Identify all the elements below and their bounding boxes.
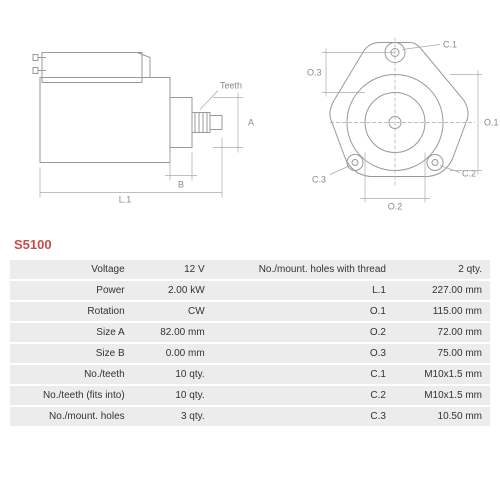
spec-value-right: M10x1.5 mm: [394, 385, 490, 406]
spec-label-left: Size B: [10, 343, 133, 364]
spec-label-left: Rotation: [10, 301, 133, 322]
spec-row: RotationCWO.1115.00 mm: [10, 301, 490, 322]
spec-table: Voltage12 VNo./mount. holes with thread2…: [10, 260, 490, 428]
spec-value-right: M10x1.5 mm: [394, 364, 490, 385]
label-O3: O.3: [307, 68, 322, 78]
spec-label-right: C.1: [213, 364, 394, 385]
label-A: A: [248, 118, 254, 128]
spec-label-left: Power: [10, 280, 133, 301]
spec-value-right: 72.00 mm: [394, 322, 490, 343]
spec-value-left: 10 qty.: [133, 364, 213, 385]
spec-row: Voltage12 VNo./mount. holes with thread2…: [10, 260, 490, 280]
technical-drawing: L.1 B A Teeth: [0, 0, 500, 260]
spec-label-left: No./teeth (fits into): [10, 385, 133, 406]
spec-value-right: 75.00 mm: [394, 343, 490, 364]
spec-value-left: 82.00 mm: [133, 322, 213, 343]
spec-label-left: Voltage: [10, 260, 133, 280]
spec-row: Size B0.00 mmO.375.00 mm: [10, 343, 490, 364]
diagram-area: L.1 B A Teeth: [0, 0, 500, 260]
spec-value-left: 0.00 mm: [133, 343, 213, 364]
label-teeth: Teeth: [220, 81, 242, 91]
spec-value-left: CW: [133, 301, 213, 322]
spec-label-right: O.1: [213, 301, 394, 322]
spec-label-right: C.2: [213, 385, 394, 406]
label-O2: O.2: [388, 202, 403, 212]
spec-row: No./mount. holes3 qty.C.310.50 mm: [10, 406, 490, 427]
front-view: C.1 C.2 C.3 O.1 O.3: [307, 38, 499, 212]
label-C2: C.2: [462, 169, 476, 179]
spec-row: No./teeth10 qty.C.1M10x1.5 mm: [10, 364, 490, 385]
spec-label-left: No./mount. holes: [10, 406, 133, 427]
spec-row: No./teeth (fits into)10 qty.C.2M10x1.5 m…: [10, 385, 490, 406]
spec-label-left: Size A: [10, 322, 133, 343]
spec-label-right: O.3: [213, 343, 394, 364]
spec-value-left: 10 qty.: [133, 385, 213, 406]
part-number: S5100: [14, 237, 52, 252]
spec-label-right: L.1: [213, 280, 394, 301]
spec-value-right: 10.50 mm: [394, 406, 490, 427]
spec-label-left: No./teeth: [10, 364, 133, 385]
spec-row: Power2.00 kWL.1227.00 mm: [10, 280, 490, 301]
label-L1: L.1: [119, 195, 132, 205]
spec-row: Size A82.00 mmO.272.00 mm: [10, 322, 490, 343]
label-B: B: [178, 180, 184, 190]
spec-value-right: 115.00 mm: [394, 301, 490, 322]
spec-value-right: 227.00 mm: [394, 280, 490, 301]
spec-table-area: Voltage12 VNo./mount. holes with thread2…: [0, 260, 500, 500]
root: L.1 B A Teeth: [0, 0, 500, 500]
spec-value-left: 12 V: [133, 260, 213, 280]
spec-value-left: 3 qty.: [133, 406, 213, 427]
spec-label-right: O.2: [213, 322, 394, 343]
label-C3: C.3: [312, 175, 326, 185]
label-C1: C.1: [443, 40, 457, 50]
spec-value-right: 2 qty.: [394, 260, 490, 280]
spec-value-left: 2.00 kW: [133, 280, 213, 301]
label-O1: O.1: [484, 118, 499, 128]
spec-label-right: No./mount. holes with thread: [213, 260, 394, 280]
spec-label-right: C.3: [213, 406, 394, 427]
side-view: L.1 B A Teeth: [33, 53, 254, 205]
